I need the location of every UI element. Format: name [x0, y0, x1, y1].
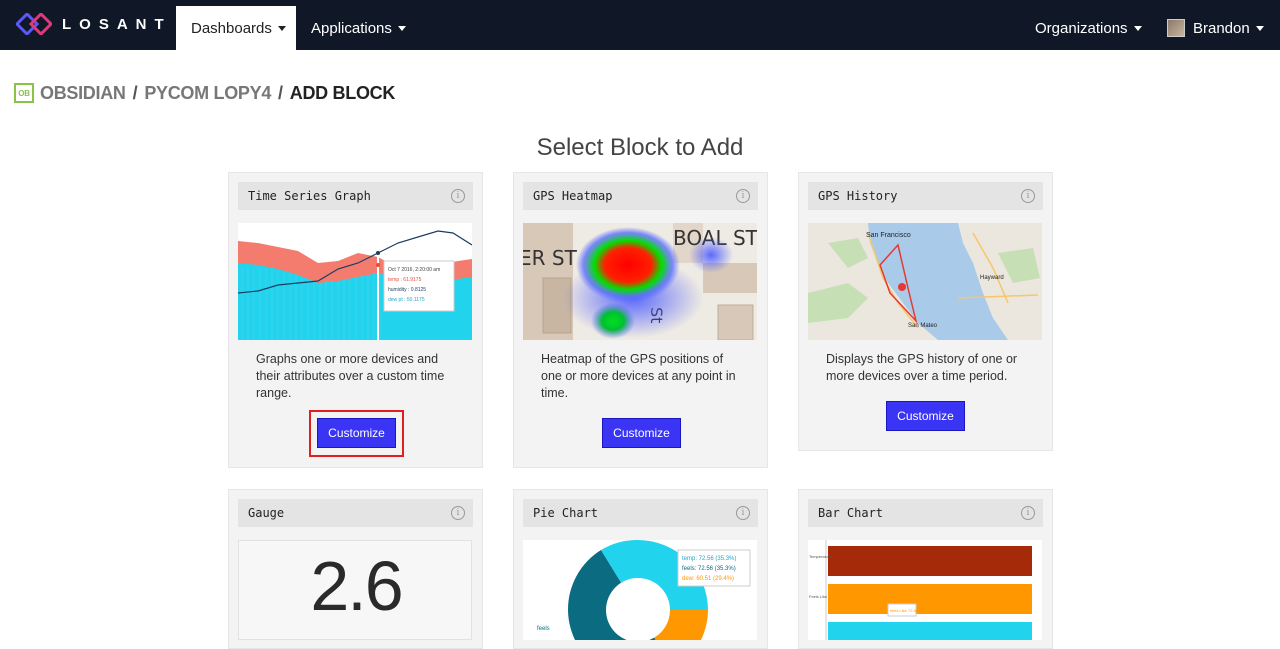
nav-applications-label: Applications [311, 19, 392, 37]
card-header: Time Series Graph i [238, 182, 473, 210]
losant-logo[interactable]: LOSANT [16, 13, 172, 35]
map-label: Hayward [980, 275, 1004, 281]
pie-tooltip-dew: dew: 60.51 (29.4%) [682, 576, 734, 582]
breadcrumb: OB OBSIDIAN / PYCOM LOPY4 / ADD BLOCK [14, 82, 395, 104]
tooltip-temp: temp : 61.9175 [388, 277, 422, 283]
bar-chart-image: Temperature Feels Like feels Like 72.56 [808, 540, 1042, 640]
card-title: Bar Chart [818, 506, 884, 520]
pie-chart-image: temp: 72.56 (35.3%) feels: 72.56 (35.3%)… [523, 540, 757, 640]
card-header: Gauge i [238, 499, 473, 527]
info-icon[interactable]: i [451, 506, 465, 520]
bar-label: Temperature [809, 554, 832, 559]
losant-logo-icon [16, 13, 52, 35]
bar-label: Feels Like [809, 594, 828, 599]
block-card-gps-heatmap: GPS Heatmap i [513, 172, 768, 468]
breadcrumb-current: ADD BLOCK [289, 82, 396, 103]
chevron-down-icon [1133, 25, 1142, 31]
nav-organizations-label: Organizations [1035, 19, 1128, 37]
info-icon[interactable]: i [1021, 506, 1035, 520]
customize-button-gps-history[interactable]: Customize [886, 401, 965, 431]
info-icon[interactable]: i [736, 506, 750, 520]
bar-tooltip: feels Like 72.56 [890, 608, 919, 613]
card-title: Gauge [248, 506, 285, 520]
block-card-bar-chart: Bar Chart i Temperature Feels Like feels… [798, 489, 1053, 649]
gauge-value: 2.6 [310, 547, 403, 625]
card-header: Bar Chart i [808, 499, 1043, 527]
block-card-time-series: Time Series Graph i Oct 7 2016, 2:20:00 … [228, 172, 483, 468]
nav-dashboards-label: Dashboards [191, 19, 272, 37]
customize-button-gps-heatmap[interactable]: Customize [602, 418, 681, 448]
info-icon[interactable]: i [451, 189, 465, 203]
card-description: Graphs one or more devices and their att… [256, 352, 445, 400]
breadcrumb-separator: / [278, 82, 283, 103]
breadcrumb-separator: / [132, 82, 138, 103]
card-title: Pie Chart [533, 506, 599, 520]
card-header: GPS History i [808, 182, 1043, 210]
block-card-pie-chart: Pie Chart i temp: 72.56 (35.3%) feels: 7… [513, 489, 768, 649]
page-title: Select Block to Add [536, 134, 744, 161]
street-label: ER ST [523, 246, 578, 270]
card-title: GPS Heatmap [533, 189, 613, 203]
time-series-graph-image: Oct 7 2016, 2:20:00 am temp : 61.9175 hu… [238, 223, 472, 340]
gps-history-preview: San Francisco Hayward San Mateo [808, 223, 1042, 340]
map-label: San Mateo [908, 323, 938, 329]
block-card-gps-history: GPS History i San Francisco Hayward San … [798, 172, 1053, 451]
card-header: Pie Chart i [523, 499, 758, 527]
heatmap-image: BOAL ST ER ST St [523, 223, 757, 340]
map-image: San Francisco Hayward San Mateo [808, 223, 1042, 340]
card-header: GPS Heatmap i [523, 182, 758, 210]
card-description: Displays the GPS history of one or more … [826, 352, 1018, 383]
top-navbar: LOSANT Dashboards Applications Organizat… [0, 0, 1280, 50]
brand-name: LOSANT [62, 15, 172, 33]
user-name: Brandon [1193, 19, 1250, 37]
card-title: Time Series Graph [248, 189, 371, 203]
breadcrumb-org[interactable]: OBSIDIAN [40, 82, 126, 103]
tooltip-humidity: humidity : 0.8125 [388, 287, 426, 293]
chevron-down-icon [1255, 25, 1264, 31]
org-badge: OB [14, 83, 34, 103]
map-label: San Francisco [866, 232, 911, 239]
gauge-preview: 2.6 [238, 540, 472, 640]
chevron-down-icon [397, 25, 406, 31]
gps-heatmap-preview: BOAL ST ER ST St [523, 223, 757, 340]
highlight-box [309, 410, 404, 457]
nav-dashboards[interactable]: Dashboards [176, 6, 296, 50]
bar-chart-preview: Temperature Feels Like feels Like 72.56 [808, 540, 1042, 640]
pie-chart-preview: temp: 72.56 (35.3%) feels: 72.56 (35.3%)… [523, 540, 757, 640]
pie-label: feels [537, 626, 550, 632]
time-series-preview: Oct 7 2016, 2:20:00 am temp : 61.9175 hu… [238, 223, 472, 340]
tooltip-dew: dew pt : 50.1175 [388, 297, 425, 303]
nav-organizations[interactable]: Organizations [1020, 6, 1157, 50]
chevron-down-icon [277, 25, 286, 31]
avatar [1167, 19, 1185, 37]
customize-button-time-series[interactable]: Customize [317, 418, 396, 448]
card-description: Heatmap of the GPS positions of one or m… [541, 352, 736, 400]
info-icon[interactable]: i [1021, 189, 1035, 203]
card-title: GPS History [818, 189, 898, 203]
pie-tooltip-temp: temp: 72.56 (35.3%) [682, 556, 736, 562]
pie-tooltip-feels: feels: 72.56 (35.3%) [682, 566, 736, 572]
breadcrumb-dashboard[interactable]: PYCOM LOPY4 [144, 82, 272, 103]
block-card-gauge: Gauge i 2.6 [228, 489, 483, 649]
info-icon[interactable]: i [736, 189, 750, 203]
nav-applications[interactable]: Applications [296, 6, 421, 50]
tooltip-date: Oct 7 2016, 2:20:00 am [388, 267, 440, 273]
nav-user-menu[interactable]: Brandon [1152, 6, 1279, 50]
